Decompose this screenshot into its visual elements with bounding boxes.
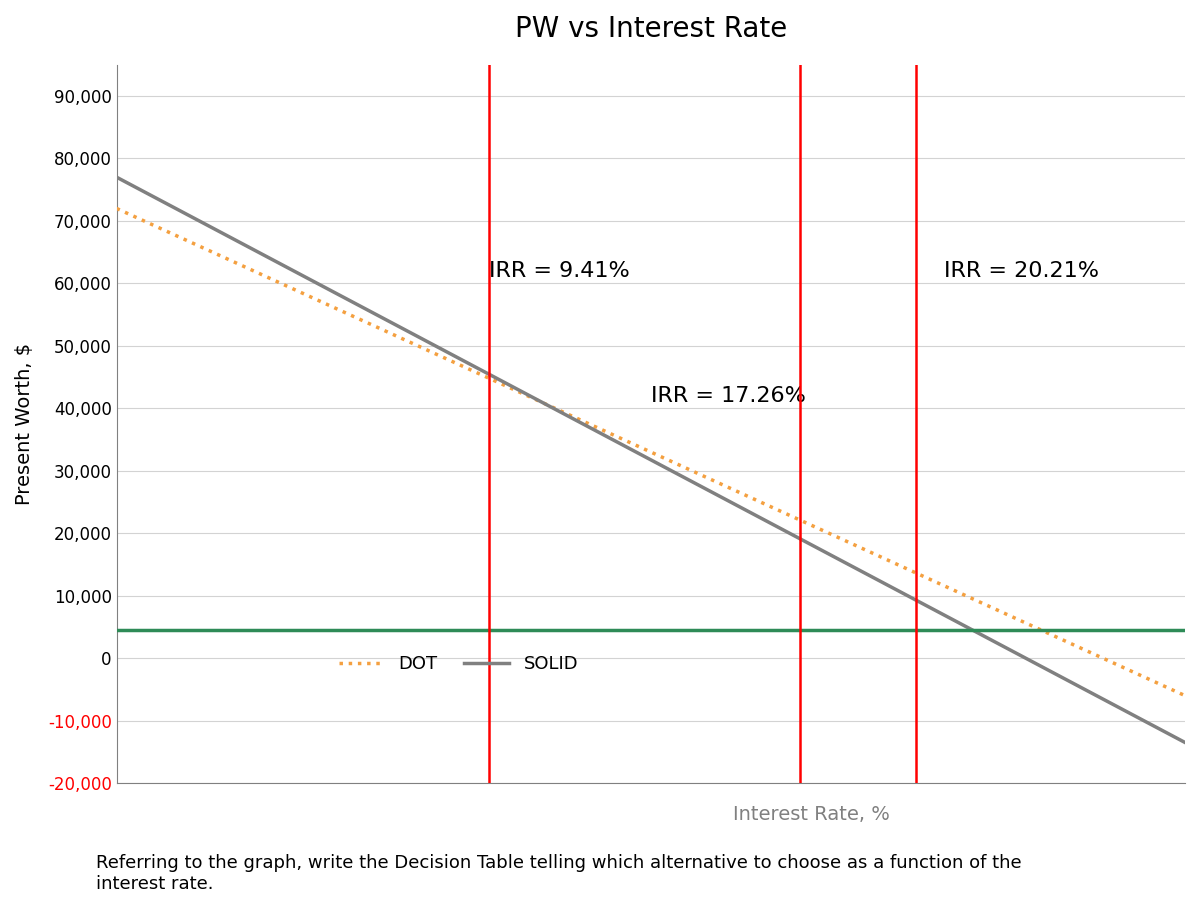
Text: IRR = 17.26%: IRR = 17.26% [650, 386, 805, 405]
Legend: DOT, SOLID: DOT, SOLID [331, 649, 586, 681]
Text: Referring to the graph, write the Decision Table telling which alternative to ch: Referring to the graph, write the Decisi… [96, 854, 1021, 893]
Text: IRR = 9.41%: IRR = 9.41% [488, 261, 630, 281]
Title: PW vs Interest Rate: PW vs Interest Rate [515, 15, 787, 43]
X-axis label: Interest Rate, %: Interest Rate, % [733, 804, 889, 824]
Y-axis label: Present Worth, $: Present Worth, $ [14, 343, 34, 505]
Text: IRR = 20.21%: IRR = 20.21% [943, 261, 1099, 281]
